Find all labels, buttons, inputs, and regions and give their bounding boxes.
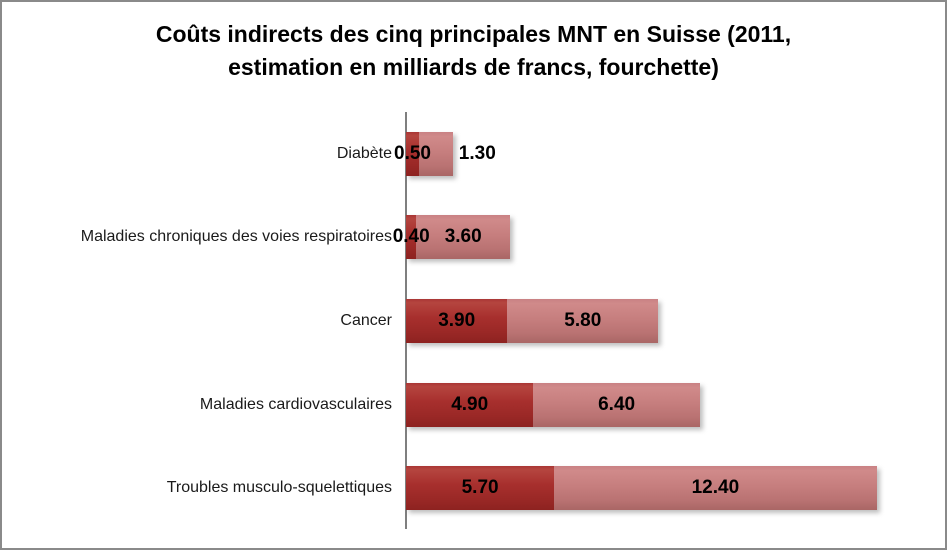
value-label-dark: 5.70 <box>461 477 499 499</box>
value-label-light: 5.80 <box>564 309 602 331</box>
bar-row: Cancer 3.90 5.80 <box>2 279 945 363</box>
bar-segment-dark <box>406 382 534 427</box>
stacked-bar <box>406 466 877 511</box>
category-label: Cancer <box>340 311 392 329</box>
value-label-dark: 3.90 <box>438 309 476 331</box>
stacked-bar <box>406 215 510 260</box>
category-label: Diabète <box>336 144 392 162</box>
category-label: Troubles musculo-squelettiques <box>166 479 392 497</box>
bar-segment-light <box>419 131 453 176</box>
bar-segment-light <box>554 466 877 511</box>
bar-segment-light <box>533 382 700 427</box>
bar-segment-dark <box>406 215 417 260</box>
bar-segment-dark <box>406 131 419 176</box>
stacked-bar <box>406 298 659 343</box>
bar-segment-light <box>507 298 659 343</box>
bar-track: 3.90 5.80 <box>406 298 945 343</box>
bar-track: 0.40 3.60 <box>393 215 945 260</box>
stacked-bar <box>406 382 700 427</box>
value-label-light: 12.40 <box>691 477 740 499</box>
bar-track: 0.50 1.30 <box>394 131 945 176</box>
category-label: Maladies chroniques des voies respiratoi… <box>80 228 392 246</box>
bar-row: Maladies cardiovasculaires 4.90 6.40 <box>2 363 945 447</box>
value-label-light: 1.30 <box>458 142 496 164</box>
bar-track: 4.90 6.40 <box>406 382 945 427</box>
bar-track: 5.70 12.40 <box>406 466 945 511</box>
bar-segment-dark <box>406 466 555 511</box>
category-label: Maladies cardiovasculaires <box>199 395 392 413</box>
bar-row: Maladies chroniques des voies respiratoi… <box>2 196 945 280</box>
bar-rows: Diabète 0.50 1.30 Maladies chroniques de… <box>2 112 945 530</box>
value-label-light: 6.40 <box>598 393 636 415</box>
value-label-dark: 0.50 <box>394 142 431 164</box>
plot-area: Diabète 0.50 1.30 Maladies chroniques de… <box>2 112 945 530</box>
chart-title-line2: estimation en milliards de francs, fourc… <box>228 54 719 80</box>
bar-segment-dark <box>406 298 508 343</box>
value-label-light: 3.60 <box>444 226 482 248</box>
stacked-bar <box>406 131 453 176</box>
bar-row: Troubles musculo-squelettiques 5.70 12.4… <box>2 446 945 530</box>
value-label-dark: 4.90 <box>451 393 489 415</box>
bar-row: Diabète 0.50 1.30 <box>2 112 945 196</box>
chart-title-line1: Coûts indirects des cinq principales MNT… <box>155 21 792 47</box>
value-label-dark: 0.40 <box>392 226 430 248</box>
bar-segment-light <box>416 215 510 260</box>
chart-title: Coûts indirects des cinq principales MNT… <box>2 18 945 84</box>
